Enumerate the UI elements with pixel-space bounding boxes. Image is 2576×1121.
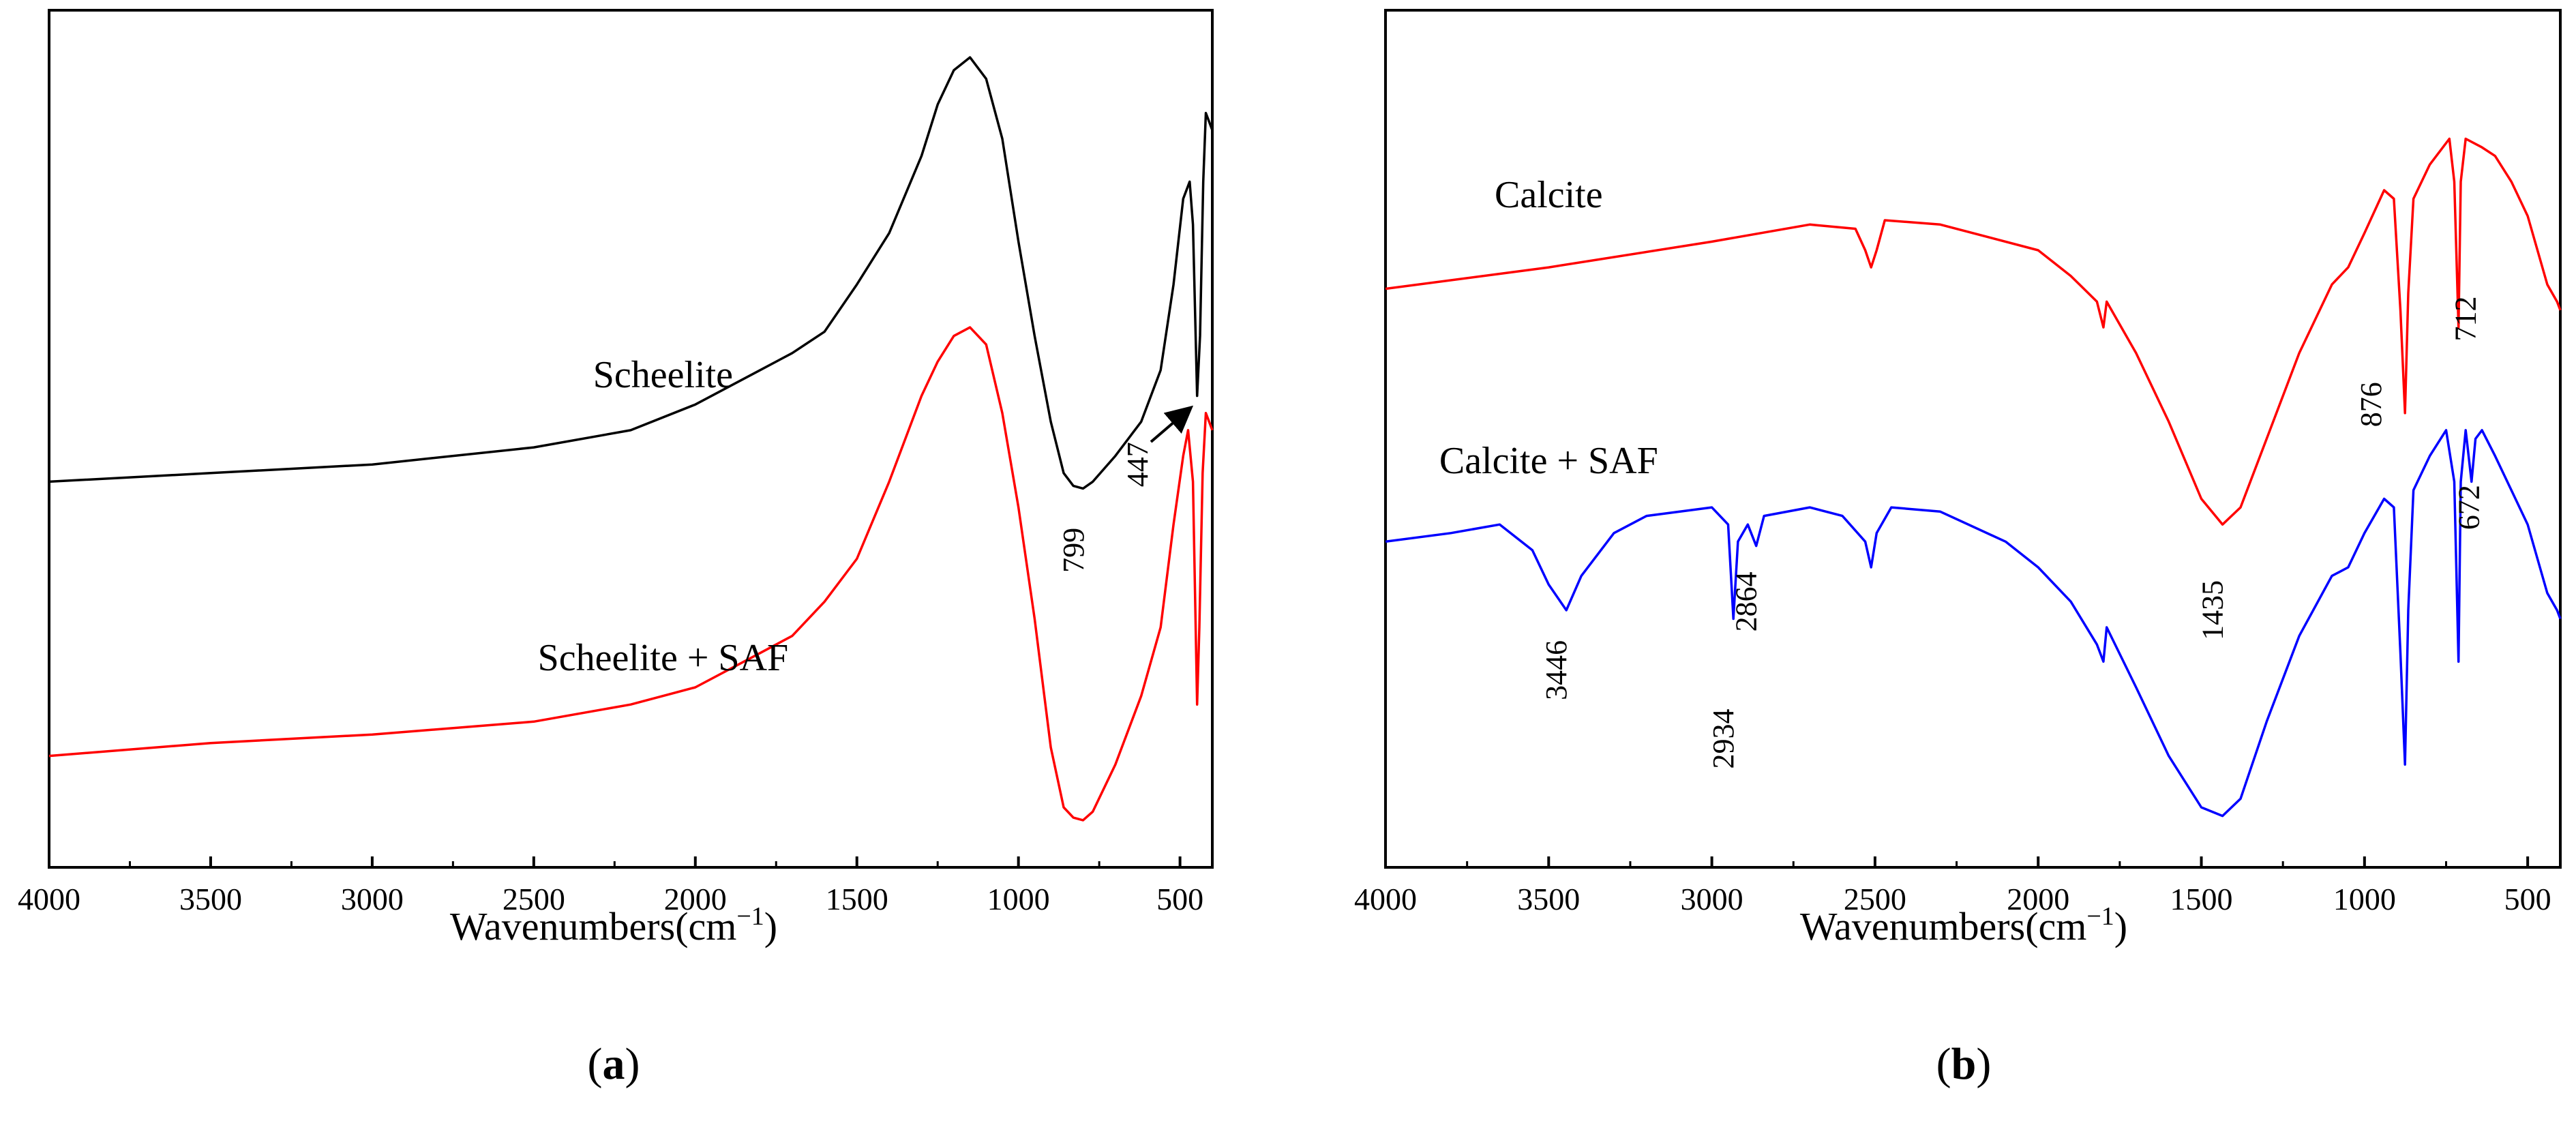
panel-b-annotation-3446: 3446 — [1540, 640, 1573, 700]
panel-a-x-tick-label: 500 — [1156, 882, 1203, 916]
panel-b-series-calcite-saf — [1385, 429, 2562, 818]
panel-a-label: (a) — [588, 1039, 640, 1089]
panel-a-series-scheelite-saf — [48, 326, 1214, 822]
panel-b-x-tick-label: 3000 — [1681, 882, 1743, 916]
panel-b-x-tick-label: 2000 — [2007, 882, 2069, 916]
panel-a-chart: 4000 3500 3000 2500 2000 1500 1000 500 Scheelit… — [18, 9, 1214, 1089]
panel-b-x-tick-label: 1000 — [2333, 882, 2396, 916]
panel-b-annotation-calcite-saf: Calcite + SAF — [1439, 440, 1658, 482]
panel-a-x-tick-label: 1500 — [826, 882, 888, 916]
panel-b-plot-frame — [1384, 9, 2562, 869]
panel-a-x-tick-label: 3500 — [179, 882, 242, 916]
panel-b-annotation-672: 672 — [2452, 485, 2485, 530]
panel-b-series-calcite — [1385, 137, 2562, 526]
panel-a-series-scheelite — [48, 56, 1214, 490]
panel-a-series — [48, 56, 1214, 822]
panel-b-annotation-1435: 1435 — [2196, 580, 2230, 640]
panel-b-x-ticks: 4000 3500 3000 2500 2000 1500 1000 500 — [1354, 856, 2551, 916]
panel-a-annotation-447: 447 — [1121, 442, 1154, 487]
panel-a-annotation-scheelite: Scheelite — [593, 354, 733, 396]
panel-a-x-tick-label: 4000 — [18, 882, 80, 916]
panel-a-annotation-799: 799 — [1057, 528, 1090, 573]
panel-b-annotation-876: 876 — [2354, 382, 2388, 427]
panel-b-x-tick-label: 4000 — [1354, 882, 1417, 916]
panel-a-x-tick-label: 3000 — [341, 882, 404, 916]
panel-a-plot-frame — [48, 9, 1214, 869]
panel-b-annotations: Calcite Calcite + SAF 1435 876 712 672 3446 293… — [1439, 174, 2485, 768]
panel-b-annotation-calcite: Calcite — [1495, 174, 1603, 216]
panel-b-x-axis-label: Wavenumbers(cm−1) — [1800, 902, 2127, 948]
panel-a-annotations: Scheelite Scheelite + SAF 799 447 — [538, 354, 1155, 679]
panel-a-447-arrow — [1150, 405, 1194, 443]
panel-b-label: (b) — [1936, 1039, 1992, 1089]
panel-a-x-ticks: 4000 3500 3000 2500 2000 1500 1000 500 — [18, 856, 1203, 916]
panel-a-x-axis-label: Wavenumbers(cm−1) — [450, 902, 777, 948]
panel-b-annotation-712: 712 — [2449, 297, 2483, 342]
panel-b-x-tick-label: 2500 — [1844, 882, 1906, 916]
panel-b-annotation-2934: 2934 — [1707, 708, 1740, 768]
panel-a-x-tick-label: 2000 — [664, 882, 727, 916]
panel-b-series — [1385, 137, 2562, 818]
panel-b-annotation-2864: 2864 — [1730, 571, 1763, 631]
panel-a-x-tick-label: 1000 — [987, 882, 1050, 916]
panel-b-chart: 4000 3500 3000 2500 2000 1500 1000 500 CalciteC… — [1354, 9, 2562, 1089]
panel-b-x-tick-label: 1500 — [2170, 882, 2233, 916]
panel-b-x-tick-label: 500 — [2504, 882, 2551, 916]
panel-a-annotation-scheelite-saf: Scheelite + SAF — [538, 637, 789, 679]
panel-a-x-tick-label: 2500 — [503, 882, 565, 916]
panel-b-x-tick-label: 3500 — [1517, 882, 1580, 916]
